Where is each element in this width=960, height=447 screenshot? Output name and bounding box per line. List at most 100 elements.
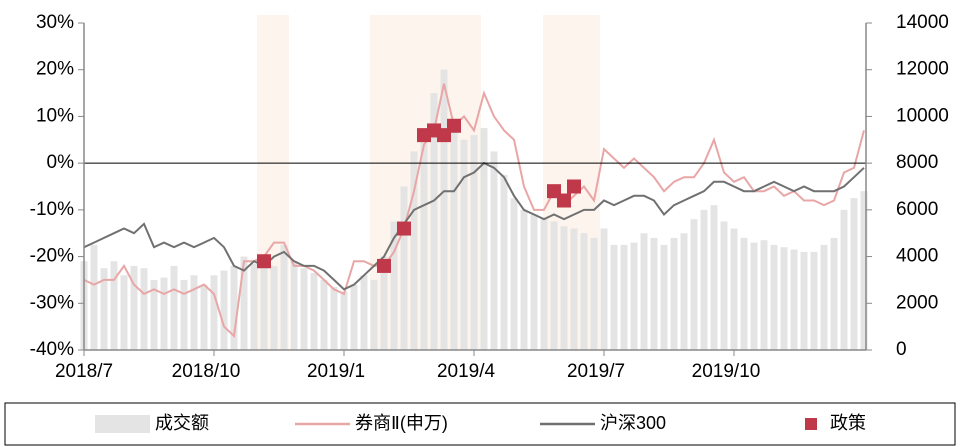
volume-bar	[120, 275, 128, 350]
y2-tick-label: 10000	[896, 105, 949, 126]
volume-bar	[360, 275, 368, 350]
legend-box	[4, 402, 956, 446]
volume-bar	[180, 279, 188, 350]
y-tick-label: -10%	[30, 199, 74, 220]
volume-bar	[380, 256, 388, 350]
y2-tick-label: 8000	[896, 152, 938, 173]
volume-bar	[390, 221, 398, 350]
volume-bar	[130, 265, 138, 350]
volume-bar	[850, 198, 858, 350]
y2-tick-label: 14000	[896, 12, 949, 33]
volume-bar	[820, 244, 828, 350]
volume-bar	[320, 279, 328, 350]
volume-bar	[230, 265, 238, 350]
legend-label: 沪深300	[600, 413, 666, 433]
y2-tick-label: 0	[896, 339, 907, 360]
volume-bar	[350, 284, 358, 350]
x-tick-label: 2019/7	[567, 361, 625, 382]
volume-bar	[630, 242, 638, 350]
volume-bar	[740, 237, 748, 350]
volume-bar	[570, 228, 578, 350]
legend-swatch	[95, 415, 150, 433]
volume-bar	[700, 209, 708, 350]
volume-bar	[790, 249, 798, 350]
volume-bar	[110, 261, 118, 350]
volume-bar	[140, 268, 148, 350]
y-tick-label: 10%	[36, 105, 74, 126]
y-tick-label: 30%	[36, 12, 74, 33]
volume-bar	[210, 275, 218, 350]
y2-tick-label: 6000	[896, 199, 938, 220]
x-tick-label: 2019/1	[307, 361, 365, 382]
volume-bar	[480, 128, 488, 350]
y-tick-label: -40%	[30, 339, 74, 360]
volume-bar	[600, 228, 608, 350]
volume-bar	[240, 256, 248, 350]
volume-bar	[90, 244, 98, 350]
volume-bar	[450, 128, 458, 350]
volume-bar	[260, 268, 268, 350]
volume-bar	[860, 191, 868, 350]
y-tick-label: -30%	[30, 292, 74, 313]
policy-marker	[397, 221, 411, 236]
policy-marker	[567, 179, 581, 194]
volume-bar	[540, 219, 548, 350]
volume-bar	[670, 237, 678, 350]
y-tick-label: 20%	[36, 59, 74, 80]
volume-bar	[590, 237, 598, 350]
volume-bar	[200, 284, 208, 350]
volume-bar	[420, 139, 428, 350]
volume-bar	[560, 226, 568, 350]
plot	[80, 69, 868, 351]
volume-bar	[270, 265, 278, 350]
volume-bar	[150, 279, 158, 350]
legend-label: 券商Ⅱ(申万)	[355, 413, 448, 433]
policy-marker	[377, 258, 391, 273]
volume-bar	[770, 244, 778, 350]
volume-bar	[580, 233, 588, 350]
legend-swatch	[805, 418, 817, 430]
volume-bar	[620, 244, 628, 350]
volume-bar	[800, 251, 808, 350]
volume-bar	[290, 261, 298, 350]
y2-tick-label: 12000	[896, 59, 949, 80]
volume-bar	[300, 268, 308, 350]
volume-bar	[510, 198, 518, 350]
series-line	[83, 83, 865, 339]
volume-bar	[710, 205, 718, 350]
volume-bar	[830, 237, 838, 350]
policy-marker	[447, 118, 461, 133]
volume-bar	[660, 244, 668, 350]
x-tick-label: 2019/10	[692, 361, 761, 382]
x-tick-label: 2019/4	[437, 361, 496, 382]
volume-bar	[340, 291, 348, 350]
volume-bar	[170, 265, 178, 350]
volume-bar	[640, 233, 648, 350]
policy-marker	[257, 254, 271, 269]
volume-bar	[720, 221, 728, 350]
volume-bar	[610, 244, 618, 350]
legend-label: 政策	[830, 413, 866, 433]
volume-bar	[220, 270, 228, 350]
volume-bar	[330, 286, 338, 350]
x-tick-label: 2018/10	[172, 361, 241, 382]
volume-bar	[840, 209, 848, 350]
volume-bar	[190, 275, 198, 350]
volume-bar	[810, 251, 818, 350]
y-tick-label: 0%	[47, 152, 75, 173]
volume-bar	[100, 268, 108, 350]
volume-bar	[280, 244, 288, 350]
volume-bar	[470, 135, 478, 350]
volume-bar	[310, 272, 318, 350]
volume-bar	[160, 277, 168, 350]
volume-bar	[400, 186, 408, 350]
volume-bar	[430, 93, 438, 351]
volume-bar	[690, 219, 698, 350]
volume-bar	[250, 263, 258, 350]
volume-bar	[520, 209, 528, 350]
y-tick-label: -20%	[30, 246, 74, 267]
volume-bar	[370, 279, 378, 350]
y2-tick-label: 4000	[896, 246, 938, 267]
volume-bar	[680, 233, 688, 350]
